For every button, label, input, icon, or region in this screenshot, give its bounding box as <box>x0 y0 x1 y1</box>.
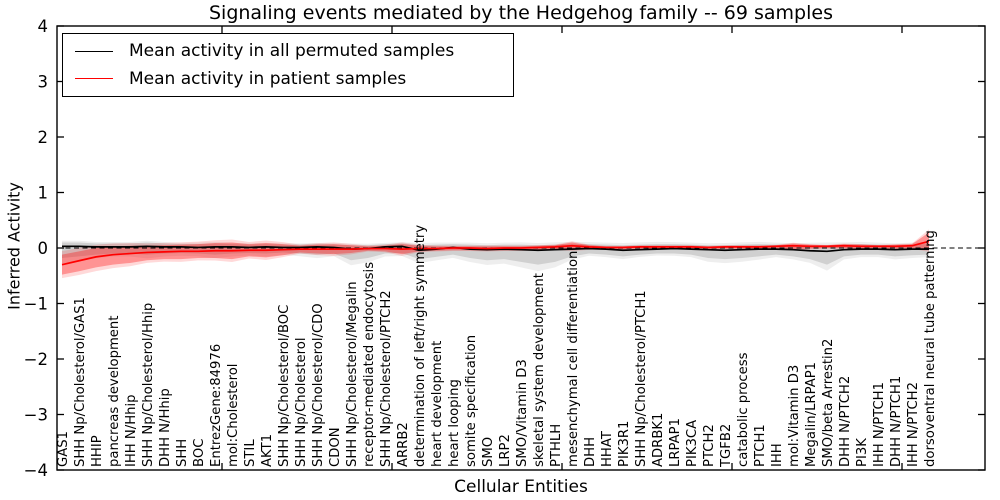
x-tick-label: Megalin/LRPAP1 <box>804 362 819 467</box>
x-tick-label: determination of left/right symmetry <box>413 225 428 467</box>
x-tick-label: PIK3CA <box>685 420 700 467</box>
y-axis-label: Inferred Activity <box>4 182 24 310</box>
legend: Mean activity in all permuted samples Me… <box>62 33 514 97</box>
x-tick-label: ARRB2 <box>396 422 411 467</box>
x-axis-label: Cellular Entities <box>454 477 588 497</box>
x-tick-label: DHH <box>583 437 598 467</box>
x-tick-label: pancreas development <box>107 316 122 467</box>
x-tick-label: PIK3R1 <box>617 421 632 467</box>
permuted-mean-line <box>62 245 929 253</box>
chart-title: Signaling events mediated by the Hedgeho… <box>208 2 833 24</box>
x-tick-label: SHH Np/Cholesterol/Hhip <box>141 303 156 467</box>
x-tick-label: SMO <box>481 437 496 467</box>
x-tick-label: heart looping <box>447 379 462 467</box>
x-tick-label: SHH Np/Cholesterol/CDO <box>311 303 326 467</box>
x-tick-label: dorsoventral neural tube patterning <box>923 230 938 467</box>
legend-item-permuted: Mean activity in all permuted samples <box>75 41 513 61</box>
x-tick-label: AKT1 <box>260 434 275 467</box>
x-tick-label: PTCH2 <box>702 424 717 467</box>
x-tick-label: SHH <box>175 439 190 467</box>
x-tick-label: IHH <box>770 443 785 467</box>
legend-label-patient: Mean activity in patient samples <box>129 68 407 89</box>
x-tick-label: somite specification <box>464 335 479 467</box>
x-tick-label: mol:Cholesterol <box>226 364 241 467</box>
x-tick-label: IHH N/PTCH2 <box>906 382 921 467</box>
x-tick-label: SHH Np/Cholesterol/Megalin <box>345 281 360 467</box>
x-tick-label: SMO/Vitamin D3 <box>515 359 530 467</box>
y-tick-label: 4 <box>38 17 49 36</box>
y-tick-label: 0 <box>38 239 49 258</box>
x-tick-label: receptor-mediated endocytosis <box>362 262 377 467</box>
legend-item-patient: Mean activity in patient samples <box>75 69 513 89</box>
x-tick-label: HHAT <box>600 430 615 467</box>
x-tick-label: ADRBK1 <box>651 413 666 467</box>
x-tick-label: SHH Np/Cholesterol/PTCH2 <box>379 290 394 467</box>
x-tick-label: mesenchymal cell differentiation <box>566 251 581 467</box>
x-tick-label: IHH N/PTCH1 <box>872 382 887 467</box>
legend-label-permuted: Mean activity in all permuted samples <box>129 41 455 62</box>
x-tick-label: heart development <box>430 341 445 467</box>
x-tick-label: DHH N/PTCH1 <box>889 376 904 467</box>
x-tick-label: PI3K <box>855 438 870 467</box>
permuted-line-swatch <box>75 50 113 52</box>
x-tick-label: PTCH1 <box>753 424 768 467</box>
x-tick-label: DHH N/PTCH2 <box>838 376 853 467</box>
x-tick-label: DHH N/Hhip <box>158 388 173 467</box>
y-tick-label: −1 <box>24 295 48 314</box>
x-tick-label: catabolic process <box>736 352 751 467</box>
x-tick-label: BOC <box>192 439 207 467</box>
y-tick-label: 1 <box>38 184 49 203</box>
x-tick-label: SHH Np/Cholesterol/PTCH1 <box>634 290 649 467</box>
x-tick-label: SHH Np/Cholesterol/GAS1 <box>73 297 88 467</box>
y-tick-label: 3 <box>38 73 49 92</box>
x-tick-label: LRP2 <box>498 434 513 467</box>
patient-band-inner <box>62 232 929 275</box>
x-tick-label: EntrezGene:84976 <box>209 344 224 467</box>
x-tick-label: skeletal system development <box>532 273 547 467</box>
x-tick-label: PTHLH <box>549 424 564 467</box>
x-tick-label: IHH N/Hhip <box>124 394 139 467</box>
patient-line-swatch <box>75 78 113 80</box>
x-tick-label: SHH Np/Cholesterol/BOC <box>277 305 292 467</box>
y-tick-label: −4 <box>24 461 48 480</box>
x-tick-label: SHH Np/Cholesterol <box>294 337 309 467</box>
x-tick-label: SMO/beta Arrestin2 <box>821 339 836 467</box>
patient-band-outer <box>62 229 929 279</box>
patient-mean-line <box>61 240 930 266</box>
x-tick-label: STIL <box>243 439 258 467</box>
x-tick-label: TGFB2 <box>719 424 734 468</box>
x-tick-label: HHIP <box>90 435 105 467</box>
x-tick-label: LRPAP1 <box>668 418 683 467</box>
x-tick-label: GAS1 <box>56 431 71 467</box>
y-tick-label: −3 <box>24 406 48 425</box>
x-tick-label: CDON <box>328 427 343 467</box>
y-tick-label: −2 <box>24 350 48 369</box>
x-tick-label: mol:Vitamin D3 <box>787 365 802 467</box>
y-tick-label: 2 <box>38 128 49 147</box>
